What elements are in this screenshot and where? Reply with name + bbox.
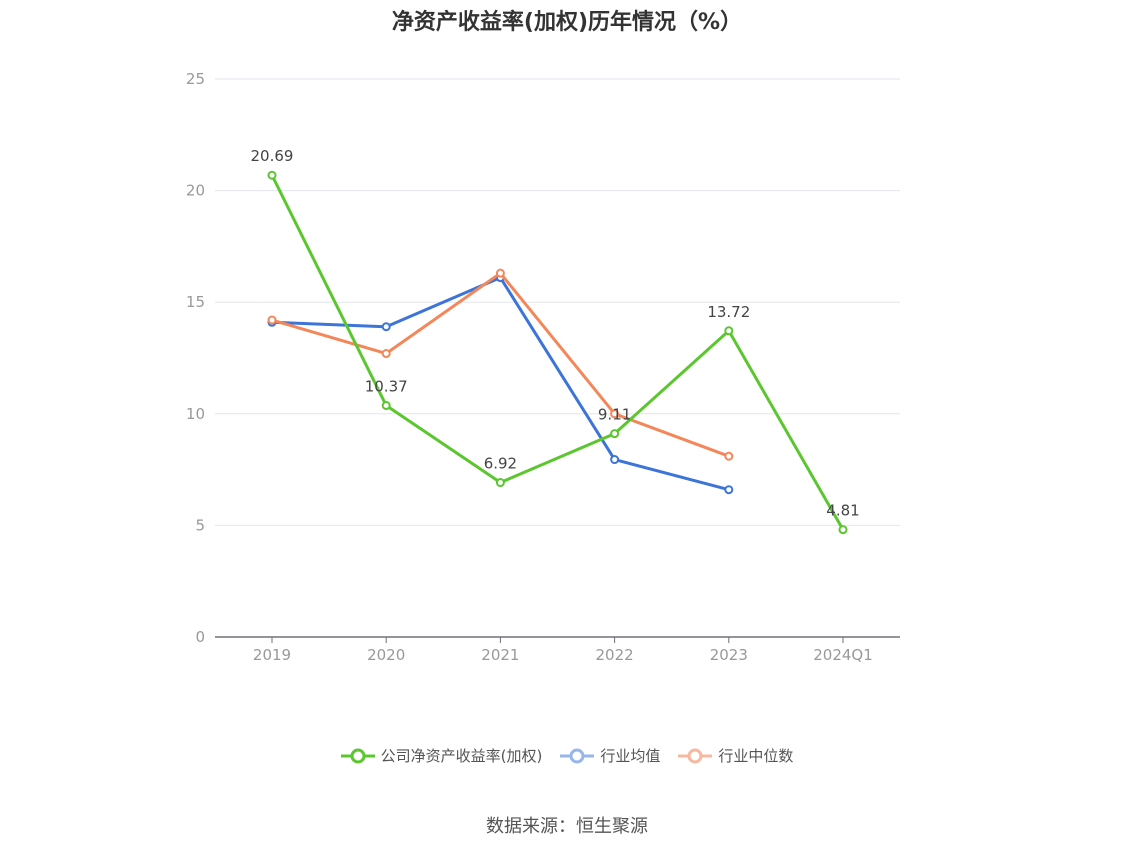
legend-label-company: 公司净资产收益率(加权): [380, 747, 543, 765]
y-tick-label: 10: [186, 405, 205, 423]
data-point: [267, 170, 277, 180]
data-point: [495, 478, 505, 488]
y-tick-label: 20: [186, 182, 205, 200]
data-point: [381, 349, 391, 359]
legend-item-company[interactable]: 公司净资产收益率(加权): [340, 745, 543, 766]
x-tick-label: 2021: [481, 646, 519, 664]
legend: 公司净资产收益率(加权) 行业均值 行业中位数: [0, 745, 1134, 766]
data-point: [495, 268, 505, 278]
x-tick-label: 2019: [253, 646, 291, 664]
data-label: 10.37: [365, 378, 408, 396]
legend-item-industry-mean[interactable]: 行业均值: [560, 745, 660, 766]
series-line: [270, 174, 845, 531]
data-point: [610, 429, 620, 439]
data-label: 6.92: [484, 455, 517, 473]
y-tick-label: 25: [186, 70, 205, 88]
x-tick-label: 2023: [710, 646, 748, 664]
legend-label-industry-mean: 行业均值: [600, 747, 661, 765]
data-point: [610, 455, 620, 465]
data-label: 9.11: [598, 406, 631, 424]
legend-swatch-company: [340, 748, 375, 763]
data-point: [381, 322, 391, 332]
data-point: [724, 485, 734, 495]
legend-item-industry-median[interactable]: 行业中位数: [678, 745, 793, 766]
legend-swatch-industry-median: [678, 748, 713, 763]
y-tick-label: 0: [195, 628, 205, 646]
data-point: [610, 409, 620, 419]
source-note: 数据来源：恒生聚源: [486, 816, 648, 837]
data-point: [838, 525, 848, 535]
data-point: [267, 315, 277, 325]
legend-swatch-industry-mean: [560, 748, 595, 763]
axis-layer: 0 5 10 15 20 25 2019 2020 2021 2022 2023 2024Q1: [186, 70, 900, 664]
grid-layer: [215, 78, 900, 526]
line-chart: 0 5 10 15 20 25 2019 2020 2021 2022 2023 2024Q1 20.…: [186, 70, 900, 664]
data-point: [381, 401, 391, 411]
legend-label-industry-median: 行业中位数: [718, 747, 794, 765]
data-label-layer: 20.69 10.37 6.92 9.11 13.72 4.81: [251, 147, 860, 519]
data-point: [724, 451, 734, 461]
chart-title: 净资产收益率(加权)历年情况（%）: [391, 10, 743, 35]
series-line: [271, 271, 730, 458]
x-tick-label: 2022: [596, 646, 634, 664]
data-label: 4.81: [826, 502, 859, 520]
x-tick-label: 2020: [367, 646, 405, 664]
data-label: 13.72: [707, 303, 750, 321]
data-label: 20.69: [251, 147, 294, 165]
x-tick-label: 2024Q1: [813, 646, 873, 664]
data-point: [724, 326, 734, 336]
series-layer: [267, 170, 848, 535]
y-tick-label: 15: [186, 293, 205, 311]
y-tick-label: 5: [195, 516, 205, 534]
